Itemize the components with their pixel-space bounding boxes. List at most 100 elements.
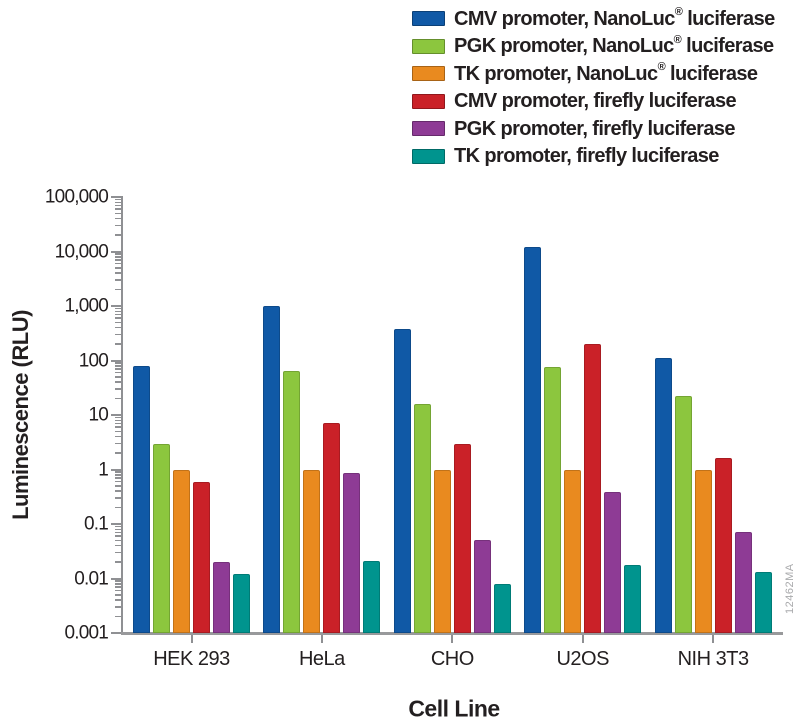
y-axis-major-tick [111, 359, 121, 362]
y-axis-minor-tick [115, 201, 121, 204]
y-axis-minor-tick [115, 452, 121, 454]
bar-hela-series-1 [263, 306, 281, 633]
bar-hela-series-3 [303, 469, 321, 633]
y-axis-minor-tick [115, 288, 121, 291]
y-axis-minor-tick [115, 580, 121, 582]
bar-cho-series-4 [453, 443, 471, 633]
y-axis-minor-tick [115, 561, 121, 563]
y-axis-minor-tick [115, 477, 121, 479]
x-axis-tick [581, 635, 584, 643]
bar-nih-3t3-series-6 [754, 572, 772, 633]
y-axis-minor-tick [115, 204, 121, 207]
bar-hela-series-4 [323, 423, 341, 633]
y-axis-major-tick [111, 305, 121, 307]
y-axis-minor-tick [115, 262, 121, 265]
y-axis-minor-tick [115, 333, 121, 336]
y-axis-minor-tick [115, 362, 121, 364]
bar-hela-series-2 [283, 370, 301, 633]
legend-swatch [412, 38, 445, 54]
legend-label: TK promoter, NanoLuc® luciferase [454, 61, 758, 85]
y-axis-major-tick [111, 523, 121, 525]
y-axis-major-tick [111, 468, 121, 471]
y-axis-minor-tick [115, 471, 121, 473]
y-axis-minor-tick [115, 544, 121, 547]
y-axis-minor-tick [115, 253, 121, 255]
legend-label: PGK promoter, NanoLuc® luciferase [454, 33, 774, 58]
y-axis-minor-tick [115, 615, 121, 618]
bar-hek-293-series-4 [193, 481, 210, 633]
legend-item: CMV promoter, NanoLuc® luciferase [412, 5, 775, 33]
y-axis-minor-tick [115, 234, 121, 236]
legend: CMV promoter, NanoLuc® luciferase PGK pro… [412, 5, 775, 170]
y-axis-minor-tick [115, 490, 121, 492]
x-axis-tick [190, 635, 193, 643]
y-axis-tick-label: 100 [78, 350, 109, 371]
y-axis-minor-tick [115, 259, 121, 261]
x-axis-tick [451, 635, 454, 643]
y-axis-minor-tick [115, 224, 121, 227]
bar-hek-293-series-1 [133, 365, 150, 633]
bar-nih-3t3-series-5 [734, 532, 752, 633]
x-axis-tick-label: HEK 293 [153, 648, 230, 670]
legend-item: PGK promoter, firefly luciferase [412, 115, 775, 143]
bar-hek-293-series-6 [233, 574, 250, 633]
y-axis-tick-label: 1,000 [64, 295, 108, 317]
y-axis-minor-tick [115, 430, 121, 433]
y-axis-minor-tick [115, 397, 121, 400]
legend-swatch [412, 11, 445, 27]
bar-hela-series-5 [343, 473, 361, 633]
y-axis-minor-tick [115, 376, 121, 378]
legend-label: CMV promoter, firefly luciferase [454, 90, 737, 113]
y-axis-tick-label: 1 [98, 459, 109, 480]
y-axis-minor-tick [115, 422, 121, 425]
y-axis-minor-tick [115, 388, 121, 390]
bar-u2os-series-6 [624, 564, 642, 633]
legend-label: PGK promoter, firefly luciferase [454, 117, 736, 140]
y-axis-minor-tick [115, 485, 121, 487]
bar-hek-293-series-3 [173, 469, 190, 633]
x-axis-tick-label: U2OS [556, 648, 609, 670]
legend-swatch [412, 148, 445, 164]
y-axis-minor-tick [115, 365, 121, 367]
legend-swatch [412, 121, 445, 137]
bar-cho-series-1 [393, 328, 411, 633]
y-axis-minor-tick [115, 371, 121, 374]
y-axis-minor-tick [115, 426, 121, 428]
bar-nih-3t3-series-3 [694, 469, 712, 633]
legend-swatch [412, 66, 445, 82]
y-axis-tick-label: 10 [88, 404, 108, 426]
bar-cho-series-3 [433, 469, 451, 633]
y-axis-minor-tick [115, 310, 121, 313]
bar-cho-series-6 [493, 583, 511, 633]
y-axis-minor-tick [115, 474, 121, 476]
y-axis-minor-tick [115, 279, 121, 281]
y-axis-minor-tick [115, 480, 121, 483]
y-axis-minor-tick [115, 272, 121, 274]
y-axis-minor-tick [115, 442, 121, 445]
plot-area: 0.001 0.01 0.1 1 10 100 1,000 10,000 100,000 HEK … [45, 188, 783, 669]
y-axis-minor-tick [115, 594, 121, 596]
y-axis-minor-tick [115, 419, 121, 422]
y-axis-major-tick [111, 577, 121, 580]
y-axis-major-tick [111, 414, 121, 416]
x-axis-tick-label: HeLa [298, 648, 345, 670]
y-axis-minor-tick [115, 416, 121, 419]
y-axis-minor-tick [115, 606, 121, 608]
y-axis-title: Luminescence (RLU) [8, 310, 33, 520]
y-axis-minor-tick [115, 321, 121, 324]
y-axis-minor-tick [115, 313, 121, 316]
y-axis-minor-tick [115, 528, 121, 531]
y-axis-minor-tick [115, 343, 121, 345]
x-axis-tick [320, 635, 323, 643]
bar-hek-293-series-5 [213, 562, 230, 633]
y-axis-minor-tick [115, 317, 121, 319]
y-axis-major-tick [111, 250, 121, 253]
bar-nih-3t3-series-4 [714, 458, 732, 633]
y-axis-line [121, 196, 123, 635]
x-axis-tick-label: CHO [430, 648, 474, 670]
legend-item: TK promoter, firefly luciferase [412, 143, 775, 171]
bar-nih-3t3-series-1 [654, 358, 672, 633]
bar-u2os-series-4 [584, 344, 602, 633]
y-axis-minor-tick [115, 599, 121, 601]
